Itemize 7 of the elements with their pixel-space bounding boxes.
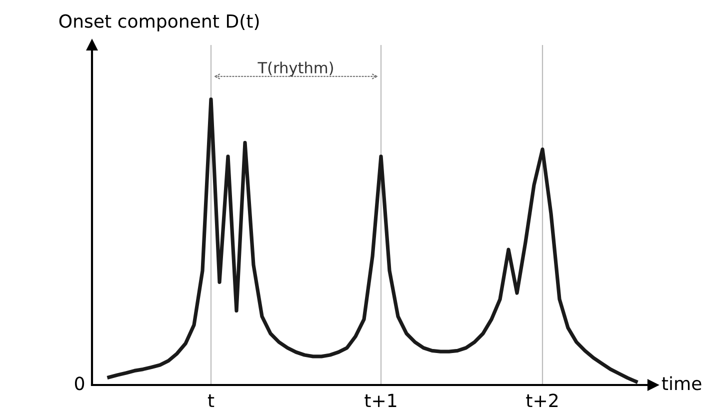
x-tick-label: t+2	[526, 394, 558, 408]
text: T(rhythm)	[258, 62, 333, 76]
text: 0	[74, 376, 84, 390]
x-tick-label: t+1	[364, 394, 396, 408]
x-axis-title: time	[662, 376, 702, 390]
x-tick-label: t	[208, 394, 214, 408]
y-axis-title: Onset component D(t)	[59, 14, 259, 32]
